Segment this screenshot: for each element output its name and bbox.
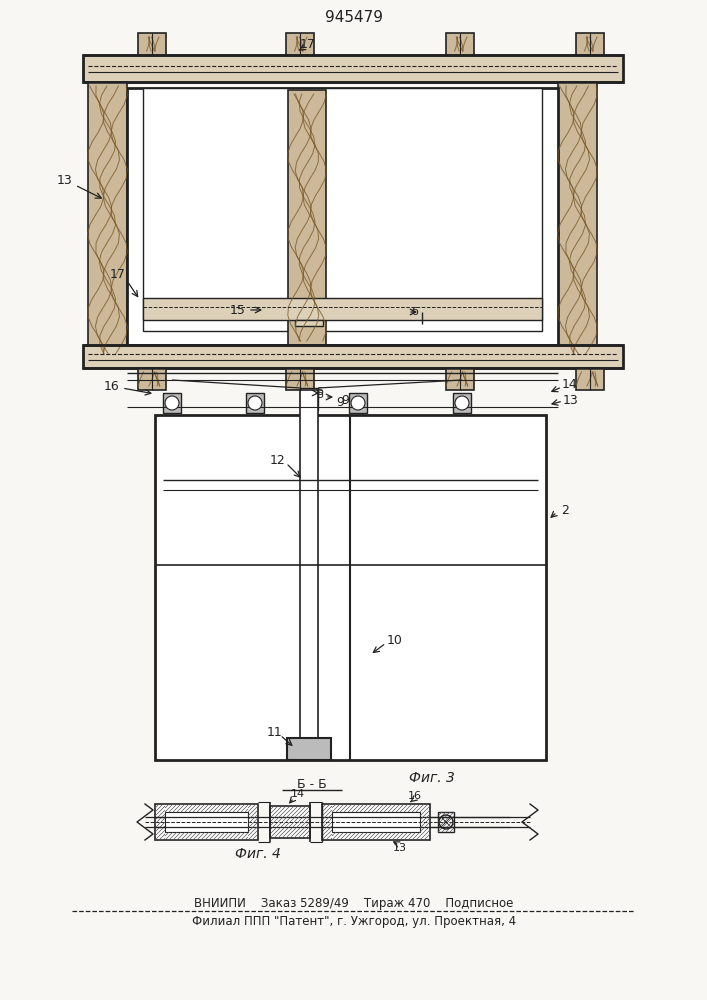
Bar <box>127 88 558 345</box>
Bar <box>576 33 604 55</box>
Text: 17: 17 <box>110 268 126 282</box>
Text: 16: 16 <box>104 379 120 392</box>
Bar <box>576 368 604 390</box>
Text: ВНИИПИ    Заказ 5289/49    Тираж 470    Подписное: ВНИИПИ Заказ 5289/49 Тираж 470 Подписное <box>194 898 514 910</box>
Circle shape <box>455 396 469 410</box>
Bar <box>165 812 248 832</box>
Text: 17: 17 <box>300 37 316 50</box>
Text: б: б <box>317 390 323 400</box>
Bar <box>322 804 430 840</box>
Text: 12: 12 <box>270 454 286 466</box>
Bar <box>270 806 310 838</box>
Text: Фиг. 3: Фиг. 3 <box>409 771 455 785</box>
Bar <box>287 738 331 760</box>
Bar <box>300 390 318 760</box>
Bar <box>349 393 367 413</box>
Bar <box>446 368 474 390</box>
Text: 11: 11 <box>267 726 283 738</box>
Text: 945479: 945479 <box>325 10 383 25</box>
Bar <box>155 415 546 760</box>
Bar <box>246 393 264 413</box>
Bar <box>83 345 623 368</box>
Text: 2: 2 <box>561 504 569 516</box>
Text: Фиг. 4: Фиг. 4 <box>235 847 281 861</box>
Bar <box>138 368 166 390</box>
Bar <box>286 33 314 55</box>
Bar <box>163 393 181 413</box>
Bar <box>143 88 542 331</box>
Text: 13: 13 <box>57 174 73 186</box>
Bar <box>295 320 323 326</box>
Bar <box>83 55 623 82</box>
Text: 14: 14 <box>562 378 578 391</box>
Text: 15: 15 <box>230 304 246 316</box>
Bar <box>438 812 454 832</box>
Bar <box>288 90 326 345</box>
Bar <box>446 33 474 55</box>
Text: 9: 9 <box>341 393 349 406</box>
Circle shape <box>248 396 262 410</box>
Bar <box>143 298 542 320</box>
Bar <box>558 82 597 358</box>
Text: б: б <box>411 307 419 317</box>
Bar <box>88 82 127 358</box>
Text: Б - Б: Б - Б <box>297 778 327 792</box>
Text: 13: 13 <box>393 843 407 853</box>
Text: 13: 13 <box>563 393 579 406</box>
Text: 16: 16 <box>408 791 422 801</box>
Bar <box>300 388 318 410</box>
Bar <box>332 812 420 832</box>
Bar <box>138 33 166 55</box>
Bar <box>155 804 258 840</box>
Bar <box>286 368 314 390</box>
Circle shape <box>165 396 179 410</box>
Text: б: б <box>317 387 323 397</box>
Circle shape <box>351 396 365 410</box>
Text: 14: 14 <box>291 789 305 799</box>
Text: 9: 9 <box>336 396 344 410</box>
Bar <box>453 393 471 413</box>
Text: Филиал ППП "Патент", г. Ужгород, ул. Проектная, 4: Филиал ППП "Патент", г. Ужгород, ул. Про… <box>192 916 516 928</box>
Text: 10: 10 <box>387 634 403 647</box>
